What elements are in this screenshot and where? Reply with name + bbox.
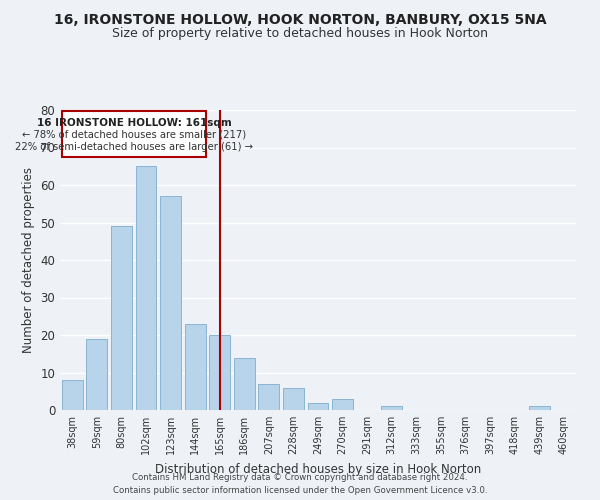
Text: Contains public sector information licensed under the Open Government Licence v3: Contains public sector information licen… — [113, 486, 487, 495]
Bar — [529, 406, 550, 410]
FancyBboxPatch shape — [62, 111, 206, 157]
Bar — [234, 358, 255, 410]
Bar — [160, 196, 181, 410]
Text: 22% of semi-detached houses are larger (61) →: 22% of semi-detached houses are larger (… — [15, 142, 253, 152]
Text: 16 IRONSTONE HOLLOW: 161sqm: 16 IRONSTONE HOLLOW: 161sqm — [37, 118, 232, 128]
Text: ← 78% of detached houses are smaller (217): ← 78% of detached houses are smaller (21… — [22, 130, 246, 140]
Bar — [381, 406, 402, 410]
Bar — [185, 324, 206, 410]
Text: Size of property relative to detached houses in Hook Norton: Size of property relative to detached ho… — [112, 28, 488, 40]
Bar — [209, 335, 230, 410]
X-axis label: Distribution of detached houses by size in Hook Norton: Distribution of detached houses by size … — [155, 462, 481, 475]
Y-axis label: Number of detached properties: Number of detached properties — [22, 167, 35, 353]
Bar — [332, 399, 353, 410]
Bar — [62, 380, 83, 410]
Bar — [283, 388, 304, 410]
Text: 16, IRONSTONE HOLLOW, HOOK NORTON, BANBURY, OX15 5NA: 16, IRONSTONE HOLLOW, HOOK NORTON, BANBU… — [53, 12, 547, 26]
Bar — [86, 339, 107, 410]
Bar — [259, 384, 280, 410]
Text: Contains HM Land Registry data © Crown copyright and database right 2024.: Contains HM Land Registry data © Crown c… — [132, 474, 468, 482]
Bar — [111, 226, 132, 410]
Bar — [308, 402, 328, 410]
Bar — [136, 166, 157, 410]
